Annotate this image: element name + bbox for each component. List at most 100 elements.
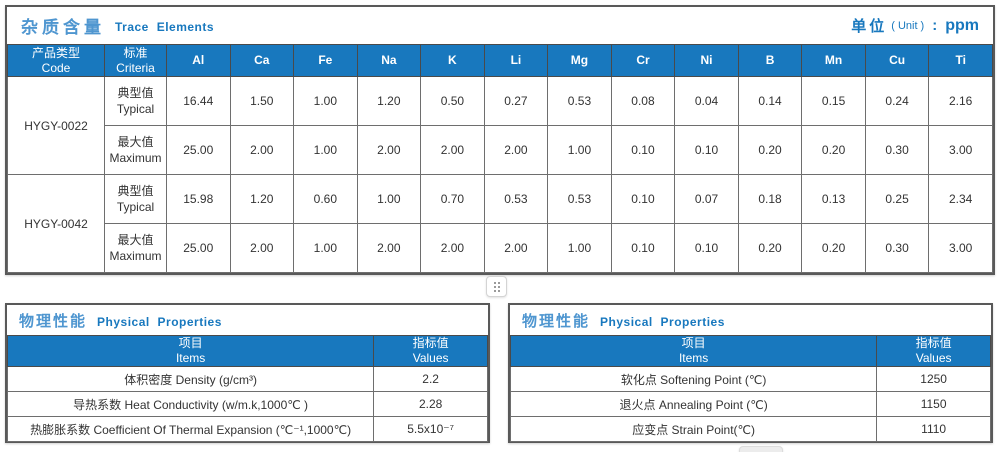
col-header-criteria-line: 标准 (123, 45, 148, 60)
value-cell: 1.00 (547, 125, 612, 175)
value-cell: 0.30 (864, 125, 930, 175)
value-cell: 0.20 (737, 223, 803, 273)
unit-label: 单位 ( Unit ) : ppm (851, 15, 979, 36)
col-header-items-line: Items (678, 351, 709, 365)
value-cell: 0.10 (674, 223, 739, 273)
col-header-code-line: 产品类型 (31, 45, 80, 60)
col-header-values: 指标值 Values (373, 335, 488, 367)
value-cell: 0.50 (420, 76, 485, 126)
value-cell: 0.08 (610, 76, 676, 126)
value-cell: 0.24 (864, 76, 930, 126)
property-value-cell: 1250 (876, 366, 991, 392)
table-row: 导热系数 Heat Conductivity (w/m.k,1000℃ ) 2.2… (6, 391, 488, 417)
value-cell: 0.18 (737, 174, 803, 224)
value-cell: 2.00 (420, 223, 485, 273)
property-item-cell: 导热系数 Heat Conductivity (w/m.k,1000℃ ) (6, 391, 375, 417)
value-cell: 25.00 (166, 125, 231, 175)
col-header-element: Fe (293, 44, 358, 77)
criteria-cell: 最大值 Maximum (104, 125, 167, 175)
col-header-criteria: 标准 Criteria (104, 44, 167, 77)
value-cell: 1.50 (229, 76, 295, 126)
table-row: 软化点 Softening Point (℃) 1250 (509, 366, 991, 392)
col-header-element: Mg (547, 44, 612, 77)
value-cell: 0.20 (737, 125, 803, 175)
physical-properties-header-row: 项目 Items 指标值 Values (6, 335, 488, 367)
criteria-cell-line: Typical (116, 200, 155, 214)
drag-handle-icon[interactable] (486, 276, 507, 297)
property-value-cell: 1150 (876, 391, 991, 417)
col-header-element: B (737, 44, 803, 77)
product-code-cell: HYGY-0022 (7, 76, 105, 175)
col-header-element: Cr (610, 44, 676, 77)
section-title-cn: 物理性能 (19, 312, 88, 330)
section-title: 物理性能 Physical Properties (522, 310, 725, 331)
value-cell: 0.27 (483, 76, 549, 126)
col-header-values-line: Values (915, 351, 952, 365)
value-cell: 0.15 (801, 76, 866, 126)
criteria-cell-line: 最大值 (117, 233, 154, 247)
criteria-cell-line: 最大值 (117, 135, 154, 149)
value-cell: 1.00 (293, 125, 358, 175)
table-row: 应变点 Strain Point(℃) 1110 (509, 416, 991, 442)
col-header-element: Na (356, 44, 422, 77)
value-cell: 25.00 (166, 223, 231, 273)
section-title-en: Physical Properties (97, 314, 222, 329)
value-cell: 2.00 (229, 125, 295, 175)
physical-properties-grid-right: 项目 Items 指标值 Values 软化点 Softening Point (℃)… (509, 335, 991, 442)
unit-label-paren: ( Unit ) (891, 19, 925, 32)
col-header-element: Ti (928, 44, 993, 77)
col-header-items: 项目 Items (509, 335, 878, 367)
table-row: 最大值 Maximum 25.00 2.00 1.00 2.00 2.00 2.00 1.00 0… (8, 223, 993, 273)
col-header-element: Cu (864, 44, 930, 77)
value-cell: 0.07 (674, 174, 739, 224)
value-cell: 15.98 (166, 174, 231, 224)
physical-properties-section-left: 物理性能 Physical Properties 项目 Items 指标值 Value… (5, 303, 490, 443)
table-row: 体积密度 Density (g/cm³) 2.2 (6, 366, 488, 392)
value-cell: 2.00 (356, 223, 422, 273)
physical-properties-titlebar: 物理性能 Physical Properties (7, 305, 488, 335)
value-cell: 3.00 (928, 125, 993, 175)
col-header-items: 项目 Items (6, 335, 375, 367)
trace-elements-body: HYGY-0022 典型值 Typical 16.44 1.50 1.00 1.20 0.50… (7, 76, 993, 273)
physical-properties-header-row: 项目 Items 指标值 Values (509, 335, 991, 367)
property-item-cell: 退火点 Annealing Point (℃) (509, 391, 878, 417)
trace-elements-section: 杂质含量 Trace Elements 单位 ( Unit ) : ppm 产品… (5, 5, 995, 275)
value-cell: 0.25 (864, 174, 930, 224)
physical-properties-grid-left: 项目 Items 指标值 Values 体积密度 Density (g/cm³) 2.2… (6, 335, 488, 442)
value-cell: 2.34 (928, 174, 993, 224)
value-cell: 1.00 (293, 76, 358, 126)
value-cell: 16.44 (166, 76, 231, 126)
criteria-cell-line: Maximum (109, 249, 162, 263)
table-row: 退火点 Annealing Point (℃) 1150 (509, 391, 991, 417)
table-row: HYGY-0042 典型值 Typical 15.98 1.20 0.60 1.00 0.70… (7, 174, 993, 273)
trace-elements-titlebar: 杂质含量 Trace Elements 单位 ( Unit ) : ppm (7, 7, 993, 44)
section-title-cn: 杂质含量 (21, 18, 105, 37)
header-row: 项目 Items 指标值 Values (6, 335, 488, 367)
property-value-cell: 2.28 (373, 391, 488, 417)
value-cell: 0.60 (293, 174, 358, 224)
value-cell: 0.13 (801, 174, 866, 224)
criteria-cell-line: Typical (116, 102, 155, 116)
header-row: 产品类型 Code 标准 Criteria Al Ca Fe Na K Li Mg Cr Ni B Mn Cu… (7, 44, 993, 77)
value-cell: 0.20 (801, 125, 866, 175)
section-title-en: Physical Properties (600, 314, 725, 329)
value-cell: 2.00 (229, 223, 295, 273)
col-header-element: Al (166, 44, 231, 77)
trace-elements-header-row: 产品类型 Code 标准 Criteria Al Ca Fe Na K Li Mg Cr Ni B Mn Cu… (7, 44, 993, 77)
unit-colon: : (932, 17, 938, 34)
col-header-element: Li (483, 44, 549, 77)
property-item-cell: 体积密度 Density (g/cm³) (6, 366, 375, 392)
property-value-cell: 5.5x10⁻⁷ (373, 416, 488, 442)
value-cell: 0.10 (610, 174, 676, 224)
criteria-cell: 最大值 Maximum (104, 223, 167, 273)
col-header-values-line: 指标值 (915, 336, 952, 351)
col-header-items-line: Items (175, 351, 206, 365)
criteria-cell-line: 典型值 (117, 86, 154, 100)
header-row: 项目 Items 指标值 Values (509, 335, 991, 367)
drag-handle-icon[interactable] (739, 446, 783, 452)
value-cell: 2.00 (483, 223, 549, 273)
criteria-cell: 典型值 Typical (104, 76, 167, 126)
grip-dots-icon (493, 281, 496, 284)
unit-label-cn: 单位 (851, 18, 888, 35)
physical-properties-section-right: 物理性能 Physical Properties 项目 Items 指标值 Value… (508, 303, 993, 443)
